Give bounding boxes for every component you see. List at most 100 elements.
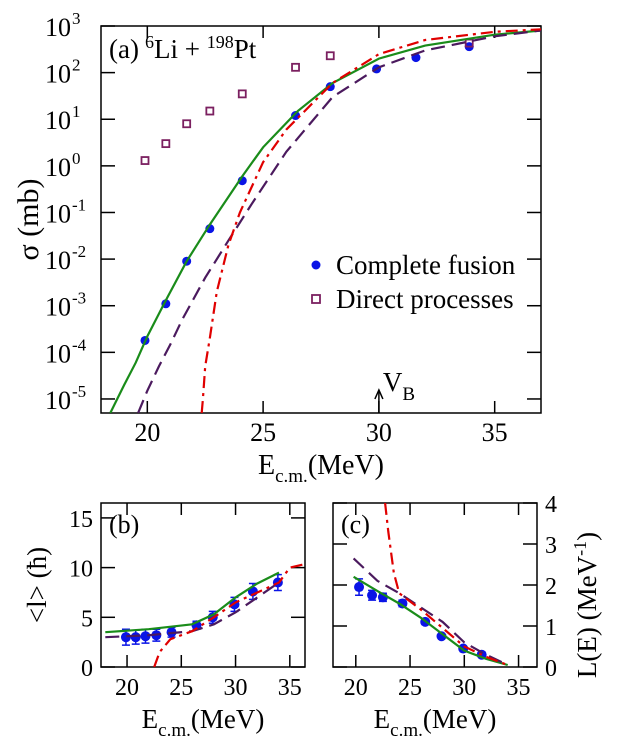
y-tick-label: 5 <box>81 606 93 632</box>
data-point <box>436 631 447 642</box>
reaction-label: 6Li + 198Pt <box>145 32 257 64</box>
y-tick-label: 0 <box>81 656 93 682</box>
x-axis-label: Ec.m.(MeV) <box>258 450 384 487</box>
plot-area <box>109 28 541 413</box>
data-point <box>140 631 151 642</box>
y-tick-label: 10 <box>45 246 71 275</box>
data-point <box>354 582 365 593</box>
curve <box>352 557 509 666</box>
panel-label: (c) <box>341 510 370 539</box>
x-label-unit: (MeV) <box>423 704 496 734</box>
data-point <box>367 590 378 601</box>
curve <box>105 571 280 634</box>
y-tick-label: 15 <box>69 507 93 533</box>
reaction-b: Pt <box>234 34 257 64</box>
x-tick-label: 30 <box>366 418 392 447</box>
y-tick-label: 10 <box>45 199 71 228</box>
arrow-head <box>374 388 384 400</box>
legend-label: Direct processes <box>336 284 514 314</box>
annotation: VB <box>383 367 415 405</box>
y-tick-label: 4 <box>545 492 557 518</box>
y-tick-exponent: -1 <box>72 195 86 214</box>
y-label-sup: -1 <box>570 541 590 556</box>
x-label-sub: c.m. <box>390 720 423 741</box>
y-axis-label: L(E) (MeV-1) <box>570 532 602 678</box>
data-point <box>291 62 300 72</box>
y-tick-label: 10 <box>45 293 71 322</box>
legend-marker <box>311 260 321 270</box>
curve <box>109 29 541 413</box>
y-tick-exponent: 1 <box>72 102 81 121</box>
plot-frame <box>100 502 306 668</box>
plot-frame <box>100 25 542 414</box>
reaction-a: Li + <box>154 34 207 64</box>
x-tick-label: 30 <box>452 675 476 701</box>
data-point <box>205 106 215 116</box>
reaction-sup: 6 <box>145 32 154 52</box>
y-label-close: ) <box>572 532 602 541</box>
data-point <box>161 139 171 149</box>
legend-label: Complete fusion <box>336 250 516 280</box>
x-label-sub: c.m. <box>275 466 308 487</box>
y-tick-exponent: 2 <box>72 56 81 75</box>
y-tick-label: 10 <box>69 557 93 583</box>
data-point <box>130 632 141 643</box>
panel-label: (a) <box>109 34 139 64</box>
x-label-unit: (MeV) <box>308 450 384 481</box>
y-tick-label: 1 <box>545 615 557 641</box>
curve <box>153 562 305 667</box>
y-tick-label: 10 <box>45 153 71 182</box>
curve <box>200 28 541 413</box>
x-label-unit: (MeV) <box>191 704 264 734</box>
x-tick-label: 20 <box>344 675 368 701</box>
y-tick-exponent: -2 <box>72 242 86 261</box>
annotation-main: V <box>383 367 403 397</box>
x-axis-label: Ec.m.(MeV) <box>142 704 265 741</box>
y-tick-label: 10 <box>45 106 71 135</box>
y-tick-exponent: 0 <box>72 149 81 168</box>
legend-marker <box>311 294 321 304</box>
curve <box>353 575 509 667</box>
y-tick-label: 2 <box>545 574 557 600</box>
x-tick-label: 20 <box>115 675 139 701</box>
y-tick-exponent: -4 <box>72 335 87 354</box>
y-tick-exponent: -5 <box>72 382 86 401</box>
y-tick-label: 10 <box>45 386 71 415</box>
reaction-sup: 198 <box>207 32 234 52</box>
y-tick-label: 10 <box>45 60 71 89</box>
x-tick-label: 30 <box>224 675 248 701</box>
data-point <box>397 598 408 609</box>
x-label-main: E <box>258 450 275 481</box>
curve <box>137 29 541 413</box>
x-tick-label: 20 <box>134 418 160 447</box>
y-axis-label: σ (mb) <box>12 179 45 261</box>
data-point <box>291 111 301 121</box>
x-label-sub: c.m. <box>158 720 191 741</box>
x-tick-label: 25 <box>398 675 422 701</box>
plot-area <box>352 503 509 667</box>
data-point <box>182 119 192 129</box>
panel-label: (b) <box>109 510 139 539</box>
x-tick-label: 35 <box>482 418 508 447</box>
x-tick-label: 25 <box>250 418 276 447</box>
y-tick-exponent: -3 <box>72 289 86 308</box>
y-axis-label: <l> (ħ) <box>22 547 52 623</box>
y-tick-label: 10 <box>45 13 71 42</box>
data-point <box>120 632 131 643</box>
y-tick-label: 3 <box>545 533 557 559</box>
x-axis-label: Ec.m.(MeV) <box>374 704 497 741</box>
annotation-sub: B <box>402 384 415 405</box>
x-tick-label: 35 <box>507 675 531 701</box>
data-point <box>325 51 335 61</box>
plot-area <box>105 562 305 667</box>
curve <box>105 581 280 639</box>
y-tick-exponent: 3 <box>72 9 81 28</box>
x-label-main: E <box>142 704 159 734</box>
x-label-main: E <box>374 704 391 734</box>
data-point <box>237 89 247 99</box>
data-point <box>140 156 150 165</box>
y-label-main: L(E) (MeV <box>572 555 602 678</box>
curve <box>384 503 509 667</box>
x-tick-label: 35 <box>278 675 302 701</box>
